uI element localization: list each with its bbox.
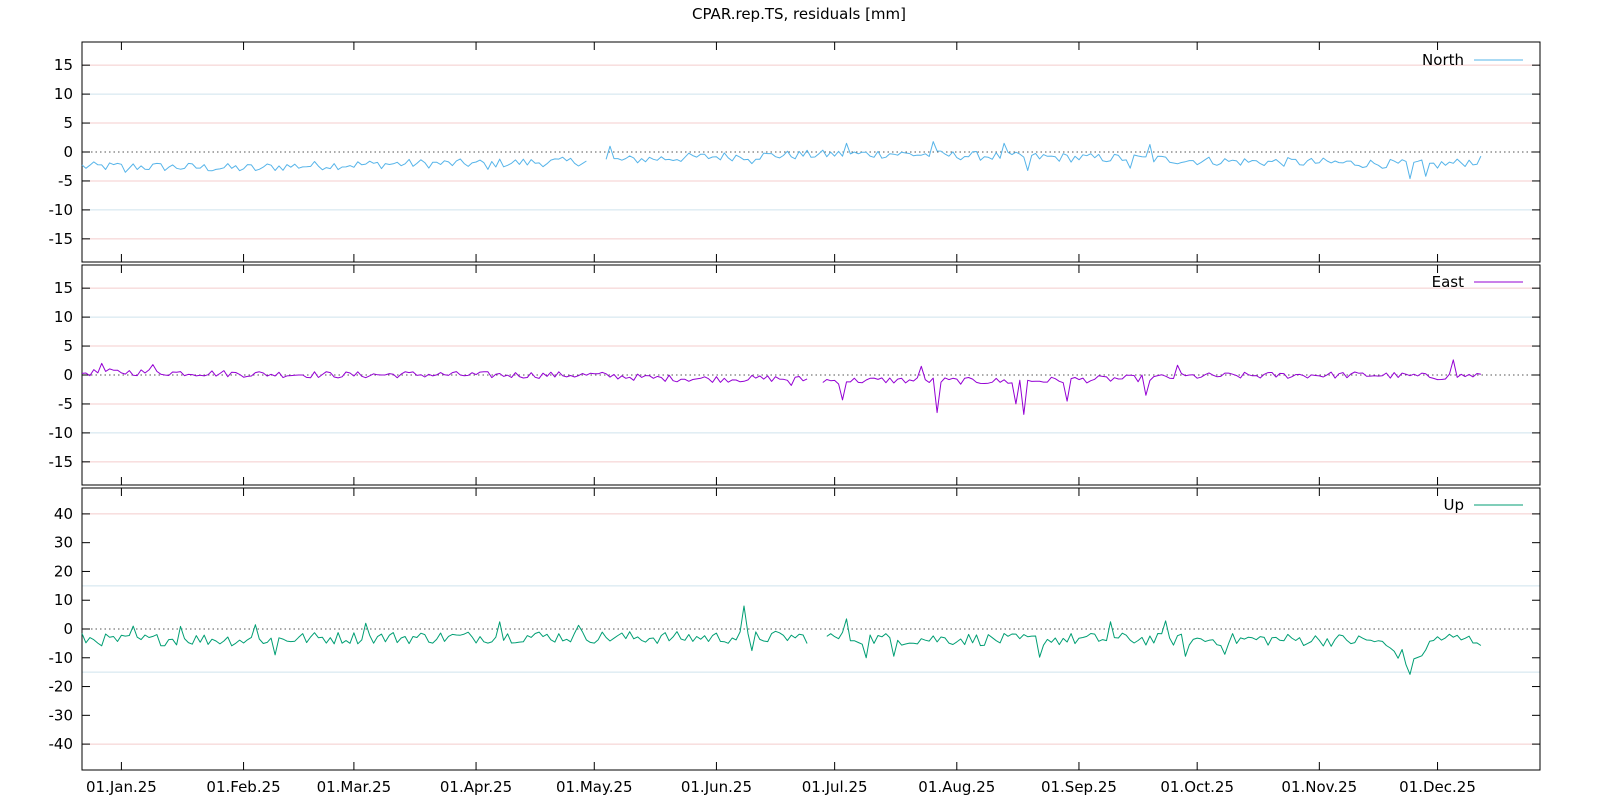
series-line-east [822,359,1482,415]
x-tick-label: 01.Dec.25 [1399,778,1476,796]
y-tick-label: 10 [54,308,73,326]
y-tick-label: 10 [54,85,73,103]
y-tick-label: 15 [54,279,73,297]
y-tick-label: 30 [54,534,73,552]
y-tick-label: -10 [49,649,74,667]
y-tick-label: -10 [49,201,74,219]
y-tick-label: 5 [63,337,73,355]
x-tick-label: 01.Feb.25 [206,778,280,796]
y-tick-label: -20 [49,678,74,696]
series-line-up [826,618,1482,675]
x-tick-label: 01.Jun.25 [681,778,752,796]
panel-east: 15 10 5 0 -5 -10 -15 East [49,264,1541,486]
x-tick-label: 01.Aug.25 [918,778,995,796]
y-tick-label: 40 [54,505,73,523]
legend-label-east: East [1432,273,1464,291]
x-tick-label: 01.Jul.25 [802,778,868,796]
x-tick-label: 01.May.25 [556,778,633,796]
y-tick-label: 0 [63,366,73,384]
x-tick-label: 01.Jan.25 [86,778,157,796]
x-axis: 01.Jan.25 01.Feb.25 01.Mar.25 01.Apr.25 01.M… [86,778,1476,796]
series-line-north [605,141,1482,180]
series-line-up [81,605,808,656]
y-tick-label: -40 [49,735,74,753]
legend-label-north: North [1422,51,1464,69]
series-line-east [81,362,808,386]
y-tick-label: -5 [58,395,73,413]
x-tick-label: 01.Apr.25 [440,778,512,796]
x-tick-label: 01.Mar.25 [317,778,392,796]
series-line-north [81,156,587,173]
y-tick-label: 15 [54,56,73,74]
y-tick-label: 20 [54,562,73,580]
x-tick-label: 01.Sep.25 [1041,778,1117,796]
y-tick-label: -15 [49,230,74,248]
y-tick-label: 0 [63,620,73,638]
panels: 15 10 5 0 -5 -10 -15 North 15 10 5 0 -5 -10 -15 East 40 3… [49,41,1541,771]
x-tick-label: 01.Oct.25 [1160,778,1234,796]
y-tick-label: -10 [49,424,74,442]
y-tick-label: -15 [49,453,74,471]
y-tick-label: -30 [49,706,74,724]
panel-up: 40 30 20 10 0 -10 -20 -30 -40 Up [49,487,1541,771]
chart-title: CPAR.rep.TS, residuals [mm] [692,5,906,23]
legend-label-up: Up [1443,496,1464,514]
y-tick-label: 10 [54,591,73,609]
y-tick-label: -5 [58,172,73,190]
y-tick-label: 0 [63,143,73,161]
y-tick-label: 5 [63,114,73,132]
panel-north: 15 10 5 0 -5 -10 -15 North [49,41,1541,263]
x-tick-label: 01.Nov.25 [1281,778,1357,796]
